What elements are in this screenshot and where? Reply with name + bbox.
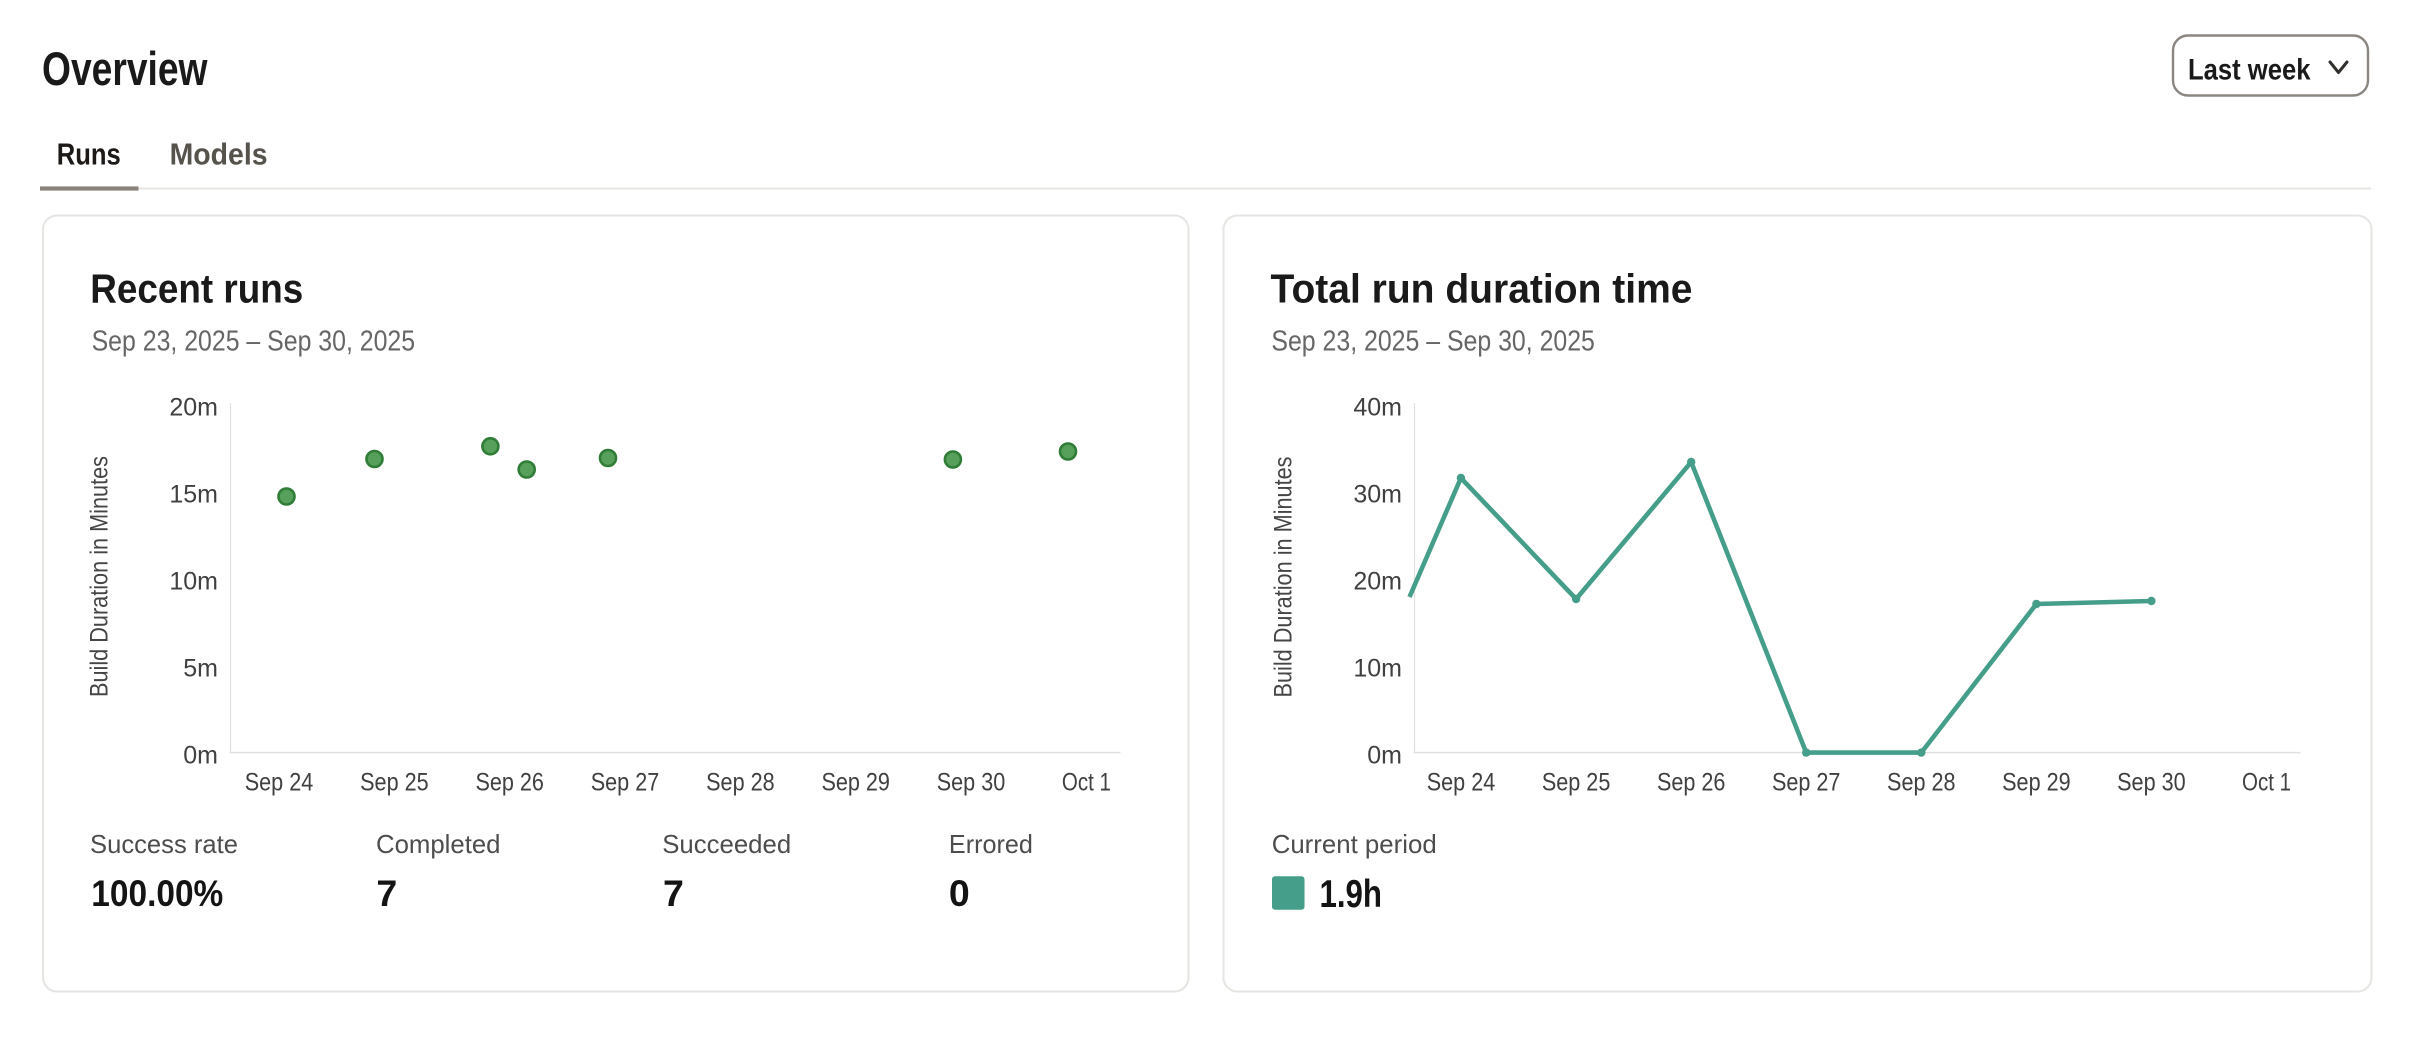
svg-text:Success rate: Success rate xyxy=(90,829,238,859)
svg-text:0: 0 xyxy=(949,872,970,914)
svg-text:Sep 23, 2025 – Sep 30, 2025: Sep 23, 2025 – Sep 30, 2025 xyxy=(1271,326,1595,358)
svg-text:Sep 23, 2025 – Sep 30, 2025: Sep 23, 2025 – Sep 30, 2025 xyxy=(92,326,416,358)
svg-text:30m: 30m xyxy=(1353,480,1402,508)
svg-text:Recent runs: Recent runs xyxy=(90,266,303,312)
svg-text:Sep 25: Sep 25 xyxy=(1542,769,1611,797)
svg-text:Build Duration in Minutes: Build Duration in Minutes xyxy=(1270,457,1298,698)
svg-text:Sep 29: Sep 29 xyxy=(821,769,890,797)
svg-text:5m: 5m xyxy=(183,655,218,683)
svg-text:20m: 20m xyxy=(169,393,218,421)
svg-text:40m: 40m xyxy=(1353,393,1402,421)
svg-text:Sep 28: Sep 28 xyxy=(1887,769,1956,797)
svg-text:Oct 1: Oct 1 xyxy=(2242,769,2291,797)
svg-text:Sep 27: Sep 27 xyxy=(1772,769,1841,797)
svg-text:10m: 10m xyxy=(1353,655,1402,683)
svg-text:Sep 24: Sep 24 xyxy=(1427,769,1496,797)
svg-text:1.9h: 1.9h xyxy=(1320,873,1383,916)
svg-text:Sep 25: Sep 25 xyxy=(360,769,429,797)
svg-text:Current period: Current period xyxy=(1272,829,1437,859)
svg-text:Sep 24: Sep 24 xyxy=(245,769,314,797)
svg-text:Sep 30: Sep 30 xyxy=(937,769,1006,797)
svg-text:Sep 28: Sep 28 xyxy=(706,769,775,797)
svg-text:Sep 30: Sep 30 xyxy=(2117,769,2186,797)
svg-text:0m: 0m xyxy=(1367,742,1402,770)
svg-text:20m: 20m xyxy=(1353,567,1402,595)
svg-text:Oct 1: Oct 1 xyxy=(1062,769,1111,797)
svg-text:Succeeded: Succeeded xyxy=(662,829,791,859)
svg-text:10m: 10m xyxy=(169,567,218,595)
svg-text:Models: Models xyxy=(170,137,268,172)
svg-text:100.00%: 100.00% xyxy=(91,872,223,914)
svg-text:Errored: Errored xyxy=(949,829,1033,859)
svg-text:0m: 0m xyxy=(183,742,218,770)
svg-text:Total run duration time: Total run duration time xyxy=(1271,266,1693,312)
svg-text:Sep 26: Sep 26 xyxy=(1657,769,1726,797)
svg-text:Completed: Completed xyxy=(376,829,501,859)
svg-text:Overview: Overview xyxy=(42,43,208,96)
svg-text:7: 7 xyxy=(663,872,684,914)
svg-text:Last week: Last week xyxy=(2188,53,2311,86)
svg-text:Build Duration in Minutes: Build Duration in Minutes xyxy=(86,456,114,697)
svg-text:Sep 29: Sep 29 xyxy=(2002,769,2071,797)
svg-text:Sep 27: Sep 27 xyxy=(591,769,660,797)
svg-text:Sep 26: Sep 26 xyxy=(475,769,544,797)
svg-text:7: 7 xyxy=(376,872,397,914)
svg-text:15m: 15m xyxy=(169,480,218,508)
svg-text:Runs: Runs xyxy=(57,137,121,172)
